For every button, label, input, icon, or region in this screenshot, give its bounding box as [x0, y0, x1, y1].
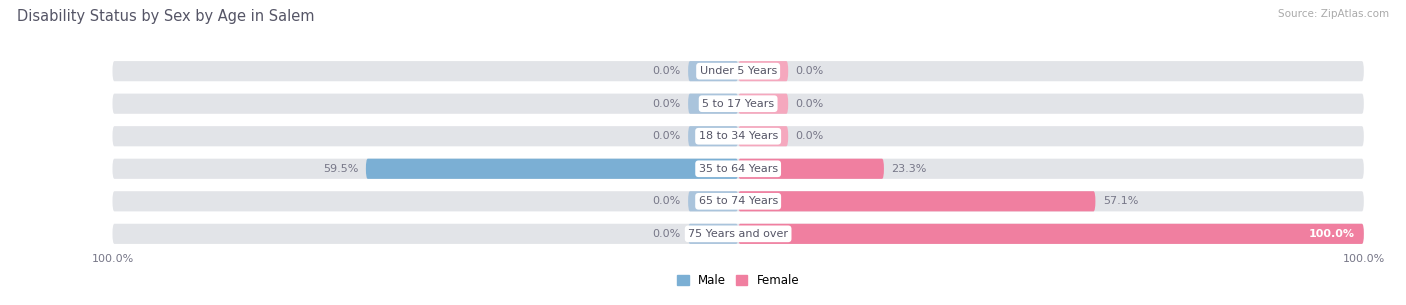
FancyBboxPatch shape	[688, 61, 738, 81]
Text: 0.0%: 0.0%	[652, 229, 681, 239]
FancyBboxPatch shape	[112, 94, 1364, 114]
FancyBboxPatch shape	[688, 126, 738, 146]
Text: 23.3%: 23.3%	[891, 164, 927, 174]
Text: 0.0%: 0.0%	[796, 131, 824, 141]
FancyBboxPatch shape	[112, 126, 1364, 146]
FancyBboxPatch shape	[688, 94, 738, 114]
Text: Source: ZipAtlas.com: Source: ZipAtlas.com	[1278, 9, 1389, 19]
Text: 75 Years and over: 75 Years and over	[688, 229, 789, 239]
Text: 57.1%: 57.1%	[1102, 196, 1139, 206]
Text: 0.0%: 0.0%	[652, 196, 681, 206]
Text: 0.0%: 0.0%	[652, 131, 681, 141]
FancyBboxPatch shape	[738, 126, 789, 146]
Text: 0.0%: 0.0%	[796, 99, 824, 109]
FancyBboxPatch shape	[366, 159, 738, 179]
Text: 65 to 74 Years: 65 to 74 Years	[699, 196, 778, 206]
FancyBboxPatch shape	[112, 191, 1364, 211]
FancyBboxPatch shape	[112, 159, 1364, 179]
Text: Under 5 Years: Under 5 Years	[700, 66, 776, 76]
FancyBboxPatch shape	[112, 61, 1364, 81]
FancyBboxPatch shape	[738, 61, 789, 81]
Text: 100.0%: 100.0%	[1309, 229, 1354, 239]
Text: 0.0%: 0.0%	[796, 66, 824, 76]
Text: 18 to 34 Years: 18 to 34 Years	[699, 131, 778, 141]
Text: 35 to 64 Years: 35 to 64 Years	[699, 164, 778, 174]
Text: 0.0%: 0.0%	[652, 66, 681, 76]
Legend: Male, Female: Male, Female	[676, 274, 800, 287]
FancyBboxPatch shape	[738, 94, 789, 114]
FancyBboxPatch shape	[112, 224, 1364, 244]
FancyBboxPatch shape	[688, 224, 738, 244]
Text: 59.5%: 59.5%	[323, 164, 359, 174]
Text: 0.0%: 0.0%	[652, 99, 681, 109]
FancyBboxPatch shape	[738, 224, 1364, 244]
Text: Disability Status by Sex by Age in Salem: Disability Status by Sex by Age in Salem	[17, 9, 315, 24]
Text: 5 to 17 Years: 5 to 17 Years	[702, 99, 775, 109]
FancyBboxPatch shape	[688, 191, 738, 211]
FancyBboxPatch shape	[738, 159, 884, 179]
FancyBboxPatch shape	[738, 191, 1095, 211]
